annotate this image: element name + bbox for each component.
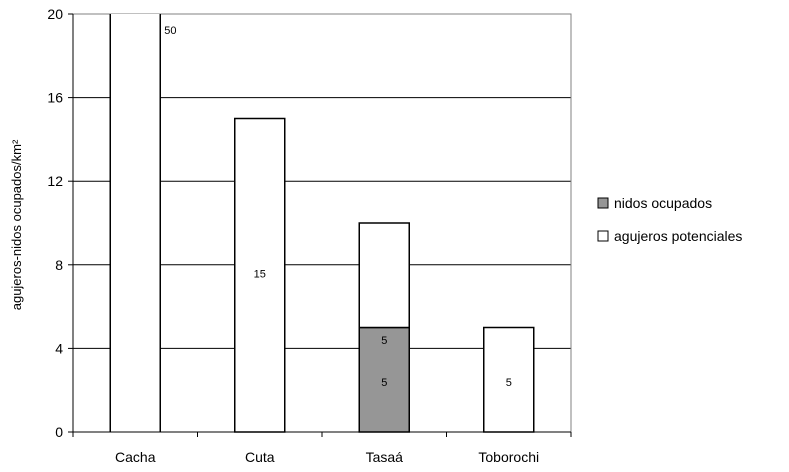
y-tick-label: 8 [55,257,63,273]
y-tick-label: 20 [47,6,63,22]
data-label: 5 [506,377,512,389]
y-tick-label: 12 [47,173,63,189]
legend-label: nidos ocupados [614,195,712,211]
bar-tasaá-0 [358,326,410,433]
bar-cuta-1 [234,117,286,433]
tick-labels: 0 4 8 12 16 20 Cacha Cuta Tasaá Toborochi [47,6,539,465]
y-tick-label: 0 [55,424,63,440]
y-axis-label: agujeros-nidos ocupados/km² [9,139,24,310]
bar-tasaá-1 [358,222,410,329]
data-label: 5 [381,377,387,389]
bars [109,14,535,433]
legend: nidos ocupados agujeros potenciales [597,195,742,244]
data-label: 50 [164,25,176,37]
x-tick-label: Toborochi [478,449,539,465]
y-tick-label: 4 [55,340,63,356]
data-labels: 50 15 5 5 5 [164,25,512,389]
x-tick-label: Cacha [115,449,156,465]
legend-swatch [597,230,609,242]
data-label: 15 [254,268,266,280]
bar-cacha-1 [110,14,161,432]
legend-swatch [597,197,609,209]
axes [68,13,572,437]
y-tick-label: 16 [47,90,63,106]
data-label: 5 [381,335,387,347]
x-tick-label: Tasaá [366,449,404,465]
x-tick-label: Cuta [245,449,275,465]
legend-label: agujeros potenciales [614,228,742,244]
